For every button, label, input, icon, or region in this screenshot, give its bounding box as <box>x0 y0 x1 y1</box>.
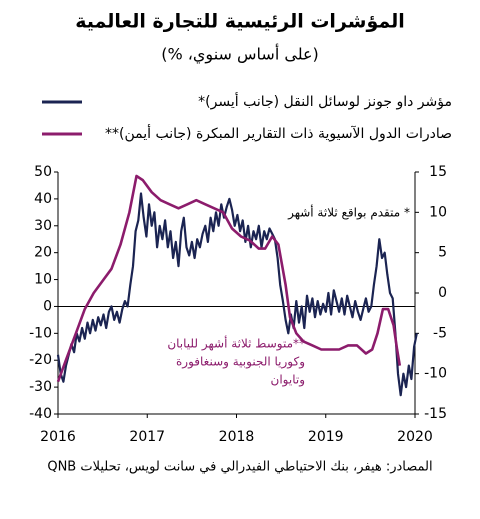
y-tick-label: 20 <box>34 245 52 261</box>
source: المصادر: هيفر، بنك الاحتياطي الفيدرالي ف… <box>47 460 432 475</box>
x-tick-label: 2020 <box>397 429 433 445</box>
y-tick-label: 50 <box>34 164 52 180</box>
legend-label: مؤشر داو جونز لوسائل النقل (جانب أيسر)* <box>198 92 452 110</box>
x-tick-label: 2018 <box>219 429 255 445</box>
annotation: **متوسط ثلاثة أشهر لليابان <box>167 336 305 352</box>
chart-subtitle: (على أساس سنوي، %) <box>161 44 319 65</box>
y-tick-label: -10 <box>29 325 52 341</box>
y2-tick-label: -5 <box>433 325 447 341</box>
y2-tick-label: 15 <box>429 164 447 180</box>
y2-tick-label: 10 <box>429 204 447 220</box>
annotation: * متقدم بواقع ثلاثة أشهر <box>287 205 410 221</box>
y-tick-label: -20 <box>29 352 52 368</box>
y-tick-label: -30 <box>29 379 52 395</box>
x-tick-label: 2017 <box>129 429 165 445</box>
y-tick-label: 0 <box>43 298 52 314</box>
y2-tick-label: 5 <box>438 245 447 261</box>
series-line <box>56 192 418 397</box>
y2-tick-label: 0 <box>438 285 447 301</box>
annotation: وتايوان <box>271 373 305 388</box>
y-tick-label: 10 <box>34 272 52 288</box>
x-tick-label: 2016 <box>40 429 76 445</box>
legend-label: صادرات الدول الآسيوية ذات التقارير المبك… <box>105 124 452 142</box>
x-tick-label: 2019 <box>308 429 344 445</box>
y-tick-label: 30 <box>34 218 52 234</box>
y-tick-label: -40 <box>29 406 52 422</box>
annotation: وكوريا الجنوبية وسنغافورة <box>176 355 305 370</box>
series-line <box>56 174 402 383</box>
chart-title: المؤشرات الرئيسية للتجارة العالمية <box>75 11 405 33</box>
y2-tick-label: -15 <box>424 406 447 422</box>
y-tick-label: 40 <box>34 191 52 207</box>
y2-tick-label: -10 <box>424 366 447 382</box>
